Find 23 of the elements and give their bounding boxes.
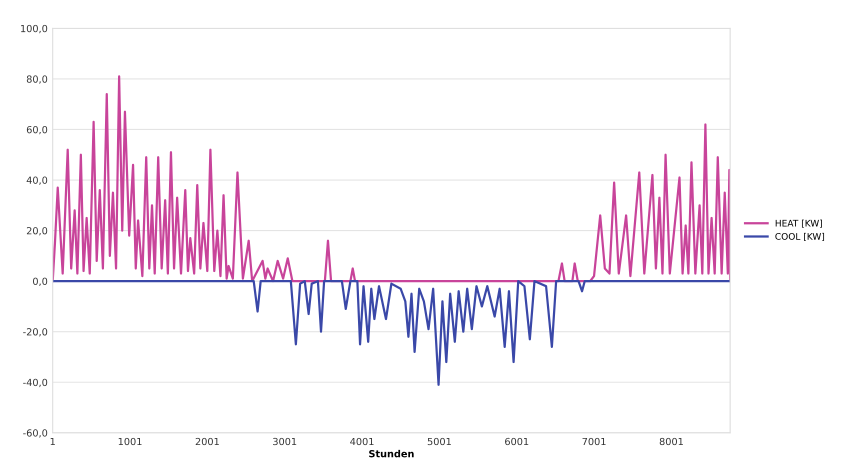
x-tick-label: 5001 [428,438,451,446]
x-tick-label: 3001 [273,438,296,446]
x-axis-title: Stunden [369,450,414,458]
y-tick-label: 20,0 [26,227,48,236]
y-tick-label: -40,0 [23,378,48,388]
x-tick-label: 1 [50,438,55,446]
line-series [52,280,730,386]
y-tick-label: 40,0 [26,176,48,185]
x-tick-label: 7001 [582,438,606,446]
y-tick-label: 60,0 [26,126,48,134]
y-tick-label: -60,0 [23,429,48,438]
y-tick-label: -20,0 [23,328,48,337]
legend-label: HEAT [KW] [776,220,822,228]
x-tick-label: 2001 [196,438,219,446]
x-tick-label: 4001 [350,438,374,446]
y-tick-label: 100,0 [21,24,48,34]
x-tick-label: 8001 [660,438,683,446]
legend-label: COOL [KW] [775,232,824,241]
x-tick-label: 6001 [505,438,528,446]
line-series [52,75,730,282]
y-tick-label: 80,0 [26,75,48,84]
y-tick-label: 0,0 [33,278,48,286]
x-tick-label: 1001 [118,438,142,446]
